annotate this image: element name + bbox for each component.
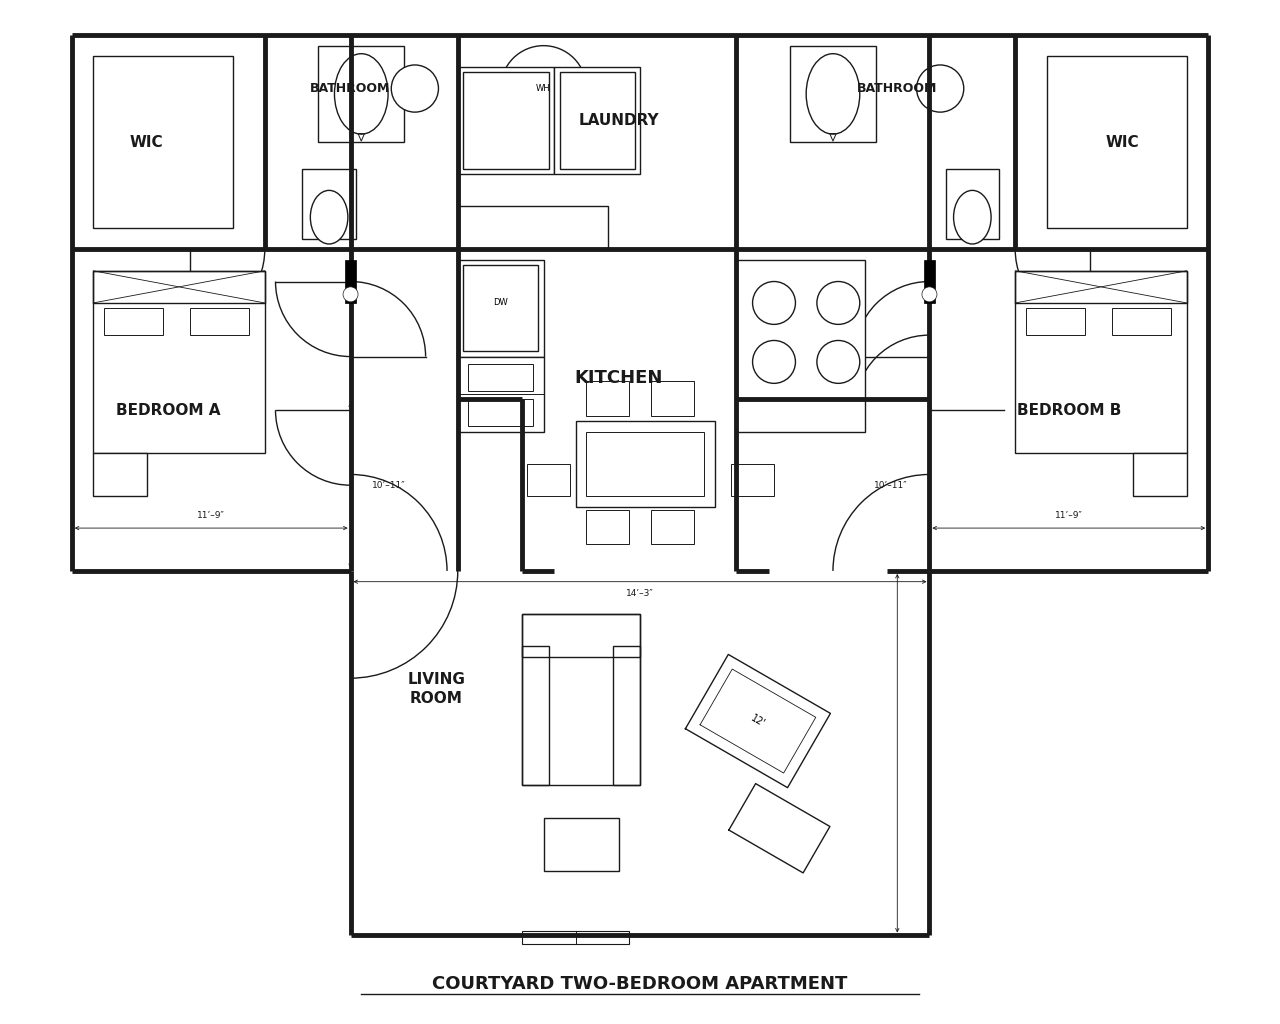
Circle shape	[500, 46, 586, 131]
Bar	[1027, 308, 1085, 335]
Bar	[458, 260, 544, 356]
Bar	[613, 646, 640, 785]
Circle shape	[817, 282, 860, 325]
Text: COURTYARD TWO-BEDROOM APARTMENT: COURTYARD TWO-BEDROOM APARTMENT	[433, 975, 847, 992]
Text: BATHROOM: BATHROOM	[858, 82, 937, 95]
Bar	[924, 260, 934, 303]
Text: DW: DW	[493, 298, 508, 307]
Bar	[93, 453, 147, 496]
Text: 11’–9″: 11’–9″	[197, 511, 225, 519]
Circle shape	[343, 287, 358, 302]
Bar	[104, 308, 163, 335]
Text: KITCHEN: KITCHEN	[575, 369, 663, 387]
Bar	[790, 46, 876, 142]
Text: BEDROOM A: BEDROOM A	[116, 402, 220, 418]
Bar	[93, 270, 265, 453]
Bar	[468, 365, 532, 391]
Bar	[544, 817, 618, 871]
Ellipse shape	[954, 190, 991, 244]
Bar	[650, 510, 694, 544]
Ellipse shape	[806, 53, 860, 134]
Bar	[731, 464, 774, 496]
Bar	[1015, 270, 1187, 303]
Bar	[302, 169, 356, 239]
Bar	[1112, 308, 1171, 335]
Bar	[93, 270, 265, 303]
Text: LAUNDRY: LAUNDRY	[579, 114, 659, 128]
Text: LIVING
ROOM: LIVING ROOM	[407, 672, 465, 706]
Bar	[522, 613, 640, 785]
Text: WIC: WIC	[131, 134, 164, 150]
Circle shape	[817, 340, 860, 383]
Bar	[189, 308, 248, 335]
Bar	[458, 356, 544, 431]
Bar	[522, 931, 630, 944]
Text: 10’–11″: 10’–11″	[372, 480, 406, 489]
Bar	[319, 46, 404, 142]
Bar	[527, 464, 571, 496]
Bar	[522, 646, 549, 785]
Bar	[1047, 56, 1187, 228]
Bar	[346, 260, 356, 303]
Bar	[554, 68, 640, 174]
Bar	[736, 260, 865, 399]
Bar	[586, 510, 630, 544]
Text: BATHROOM: BATHROOM	[310, 82, 390, 95]
Bar	[458, 207, 608, 250]
Bar	[946, 169, 1000, 239]
Text: 14’–3″: 14’–3″	[626, 589, 654, 598]
Bar	[1133, 453, 1187, 496]
Circle shape	[916, 65, 964, 112]
Circle shape	[392, 65, 439, 112]
Text: 11’–9″: 11’–9″	[1055, 511, 1083, 519]
Text: 12': 12'	[749, 713, 767, 729]
Ellipse shape	[310, 190, 348, 244]
Circle shape	[753, 282, 795, 325]
Bar	[93, 56, 233, 228]
Text: WH: WH	[536, 84, 550, 93]
Bar	[586, 431, 704, 496]
Ellipse shape	[334, 53, 388, 134]
Text: 10’–11″: 10’–11″	[874, 480, 908, 489]
Bar	[463, 73, 549, 169]
Bar	[586, 381, 630, 416]
Text: WIC: WIC	[1106, 134, 1139, 150]
Bar	[736, 399, 865, 431]
Circle shape	[753, 340, 795, 383]
Bar	[463, 265, 538, 351]
Bar	[458, 68, 554, 174]
Bar	[1015, 270, 1187, 453]
Bar	[576, 421, 716, 507]
Text: BEDROOM B: BEDROOM B	[1016, 402, 1121, 418]
Bar	[650, 381, 694, 416]
Bar	[522, 613, 640, 656]
Circle shape	[922, 287, 937, 302]
Bar	[559, 73, 635, 169]
Bar	[468, 399, 532, 426]
